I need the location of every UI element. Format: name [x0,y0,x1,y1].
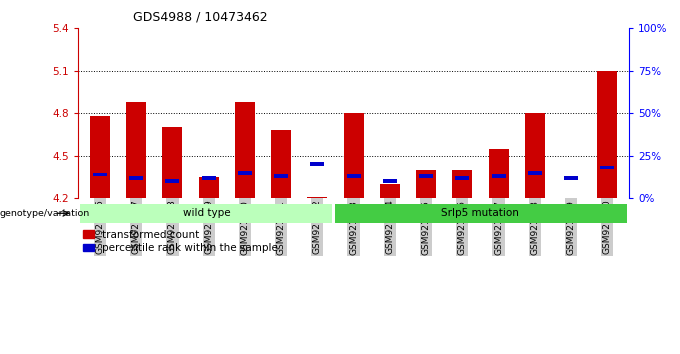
Bar [380,184,400,198]
Bar [528,171,542,175]
Bar [597,71,617,198]
Bar [163,127,182,198]
Bar [238,171,252,175]
Bar [564,176,578,179]
Bar [561,198,581,210]
Bar [419,175,433,178]
Bar [165,179,180,183]
Bar [489,149,509,198]
Bar [271,130,291,198]
Bar [90,116,110,198]
Bar [93,173,107,176]
Bar [199,177,218,198]
Text: genotype/variation: genotype/variation [0,209,90,218]
Text: GDS4988 / 10473462: GDS4988 / 10473462 [133,11,267,24]
Bar [80,204,332,223]
Bar [452,170,473,198]
Bar [416,170,436,198]
Bar [202,176,216,179]
Text: Srlp5 mutation: Srlp5 mutation [441,208,520,218]
Bar [525,113,545,198]
Bar [456,176,469,179]
Legend: transformed count, percentile rank within the sample: transformed count, percentile rank withi… [84,230,278,253]
Bar [126,102,146,198]
Bar [383,179,397,183]
Bar [274,175,288,178]
Bar [310,162,324,166]
Bar [129,176,143,179]
Bar [347,175,360,178]
Bar [235,102,255,198]
Bar [307,197,327,198]
Text: wild type: wild type [183,208,231,218]
Bar [492,175,505,178]
Bar [343,113,364,198]
Bar [600,166,614,170]
Bar [335,204,627,223]
